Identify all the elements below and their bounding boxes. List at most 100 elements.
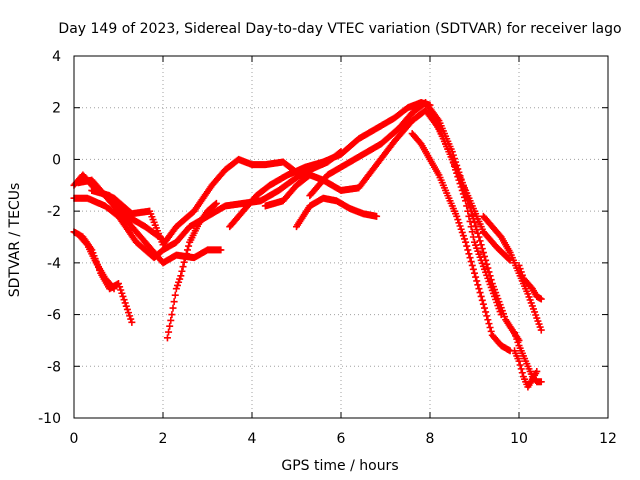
- data-point-marker: [537, 326, 545, 334]
- data-point-marker: [471, 269, 478, 277]
- data-point-marker: [163, 334, 171, 342]
- data-point-marker: [481, 252, 489, 260]
- data-point-marker: [465, 250, 473, 258]
- data-point-marker: [118, 289, 126, 297]
- data-point-marker: [453, 212, 461, 220]
- data-point-marker: [115, 280, 122, 288]
- data-point-marker: [476, 237, 484, 245]
- data-point-marker: [516, 361, 524, 369]
- x-tick-label: 8: [426, 431, 435, 447]
- y-tick-label: 0: [52, 152, 61, 168]
- data-point-marker: [515, 357, 523, 365]
- x-axis-label: GPS time / hours: [281, 458, 398, 474]
- data-point-marker: [119, 292, 127, 300]
- series-arc-6: [88, 186, 167, 244]
- data-point-marker: [467, 258, 475, 266]
- series-arc-15: [511, 329, 545, 386]
- data-point-marker: [178, 267, 186, 275]
- data-point-marker: [126, 312, 134, 320]
- data-point-marker: [482, 256, 490, 264]
- data-point-marker: [128, 318, 136, 326]
- data-point-marker: [454, 216, 462, 224]
- data-point-marker: [486, 272, 494, 280]
- data-point-marker: [179, 263, 187, 271]
- data-point-marker: [479, 249, 487, 257]
- data-point-marker: [457, 225, 465, 233]
- data-point-marker: [176, 275, 184, 283]
- data-point-marker: [217, 246, 225, 254]
- series-arc-10: [293, 194, 381, 231]
- data-point-marker: [468, 211, 476, 219]
- data-point-marker: [110, 285, 118, 293]
- data-point-marker: [513, 335, 521, 343]
- data-point-marker: [472, 273, 480, 281]
- data-point-marker: [468, 261, 476, 269]
- data-point-marker: [537, 378, 545, 386]
- data-point-marker: [482, 308, 490, 316]
- data-point-marker: [483, 260, 491, 268]
- data-series: [70, 99, 545, 391]
- data-point-marker: [474, 281, 482, 289]
- data-point-marker: [169, 304, 177, 312]
- series-arc-8: [226, 99, 434, 231]
- data-point-marker: [485, 268, 493, 276]
- data-point-marker: [469, 265, 477, 273]
- data-point-marker: [122, 302, 130, 310]
- data-point-marker: [121, 299, 129, 307]
- data-point-marker: [505, 255, 513, 263]
- data-point-marker: [466, 254, 474, 262]
- data-point-marker: [158, 235, 166, 243]
- data-point-marker: [165, 328, 173, 336]
- y-tick-label: -6: [47, 308, 61, 324]
- x-tick-label: 0: [70, 431, 79, 447]
- data-point-marker: [484, 316, 492, 324]
- data-point-marker: [518, 271, 526, 279]
- data-point-marker: [159, 236, 167, 244]
- data-point-marker: [456, 222, 464, 230]
- data-point-marker: [473, 277, 481, 285]
- series-arc-17: [511, 347, 541, 391]
- data-point-marker: [109, 283, 117, 291]
- y-tick-label: -4: [47, 256, 61, 272]
- data-point-marker: [475, 285, 483, 293]
- data-point-marker: [487, 327, 495, 335]
- data-point-marker: [82, 239, 90, 247]
- y-tick-label: -10: [38, 411, 61, 427]
- data-point-marker: [463, 242, 471, 250]
- data-point-marker: [166, 322, 174, 330]
- data-point-marker: [459, 232, 467, 240]
- data-point-marker: [175, 278, 183, 286]
- series-arc-16: [515, 261, 545, 303]
- x-tick-label: 4: [248, 431, 257, 447]
- data-point-marker: [487, 276, 495, 284]
- data-point-marker: [116, 283, 124, 291]
- data-point-marker: [515, 261, 523, 269]
- data-point-marker: [483, 312, 491, 320]
- data-point-marker: [127, 315, 135, 323]
- data-point-marker: [211, 200, 219, 208]
- data-point-marker: [182, 250, 190, 258]
- data-point-marker: [511, 329, 519, 337]
- series-arc-13: [426, 106, 514, 264]
- y-axis-label: SDTVAR / TECUs: [7, 183, 23, 298]
- data-point-marker: [478, 296, 486, 304]
- data-point-marker: [516, 265, 524, 273]
- series-arc-12: [408, 130, 514, 355]
- data-point-marker: [183, 246, 191, 254]
- data-point-marker: [476, 289, 484, 297]
- chart-title: Day 149 of 2023, Sidereal Day-to-day VTE…: [58, 21, 621, 37]
- data-point-marker: [123, 305, 131, 313]
- data-point-marker: [181, 254, 189, 262]
- data-point-marker: [465, 212, 473, 220]
- x-tick-label: 12: [599, 431, 617, 447]
- data-point-marker: [171, 291, 179, 299]
- data-point-marker: [125, 309, 133, 317]
- data-point-marker: [485, 320, 493, 328]
- data-point-marker: [512, 332, 520, 340]
- data-point-marker: [486, 324, 494, 331]
- data-point-marker: [373, 212, 381, 220]
- data-point-marker: [180, 258, 188, 266]
- data-point-marker: [167, 316, 175, 324]
- data-point-marker: [477, 292, 485, 300]
